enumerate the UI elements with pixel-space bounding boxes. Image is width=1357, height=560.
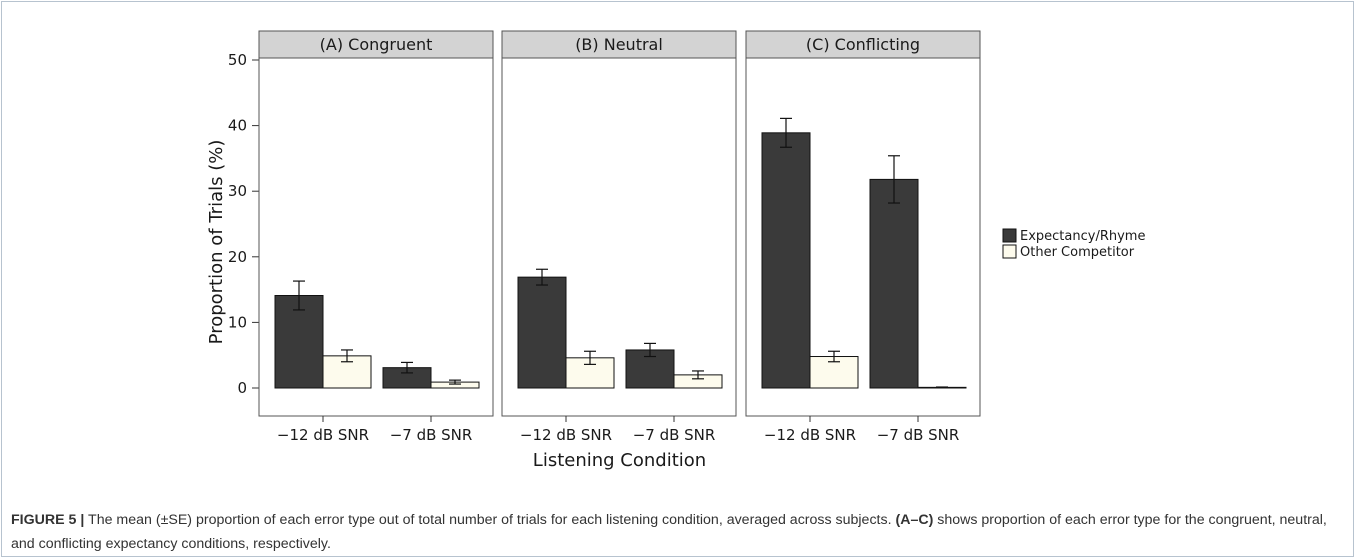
caption-panel-reference: (A–C) bbox=[895, 512, 934, 528]
caption-label: FIGURE 5 | bbox=[11, 512, 85, 528]
x-tick-label: −12 dB SNR bbox=[277, 426, 369, 444]
panel-title: (A) Congruent bbox=[320, 35, 433, 54]
x-tick-label: −7 dB SNR bbox=[633, 426, 716, 444]
panel-title: (B) Neutral bbox=[575, 35, 663, 54]
bar bbox=[869, 178, 919, 389]
x-tick-label: −7 dB SNR bbox=[390, 426, 473, 444]
legend-label: Expectancy/Rhyme bbox=[1020, 229, 1145, 244]
x-tick-label: −12 dB SNR bbox=[764, 426, 856, 444]
y-tick-label-4: 40 bbox=[228, 117, 247, 135]
x-tick-label: −12 dB SNR bbox=[520, 426, 612, 444]
y-tick-label-0: 0 bbox=[237, 379, 247, 397]
caption-text-part1: The mean (±SE) proportion of each error … bbox=[84, 512, 896, 528]
caption-text-part2: shows proportion of each error type for … bbox=[11, 512, 1327, 552]
panel-strip bbox=[745, 30, 981, 59]
panel-1: (A) Congruent −12 dB SNR −7 dB SNR bbox=[258, 30, 494, 444]
bar bbox=[517, 276, 567, 389]
legend-label: Other Competitor bbox=[1020, 245, 1135, 260]
bar-chart: 0 10 20 30 40 50 Proportion of Trials (%) (A) C… bbox=[206, 30, 1145, 471]
y-tick-label-3: 30 bbox=[228, 182, 247, 200]
legend-swatch bbox=[1002, 228, 1017, 243]
panel-2: (B) Neutral −12 dB SNR −7 dB SNR bbox=[501, 30, 737, 444]
figure-caption: FIGURE 5 | The mean (±SE) proportion of … bbox=[11, 508, 1341, 556]
legend-swatch bbox=[1002, 244, 1017, 259]
x-tick-label: −7 dB SNR bbox=[877, 426, 960, 444]
y-tick-label-5: 50 bbox=[228, 51, 247, 69]
panel-title: (C) Conflicting bbox=[806, 35, 920, 54]
y-tick-label-1: 10 bbox=[228, 313, 247, 331]
y-tick-label-2: 20 bbox=[228, 248, 247, 266]
panel-strip bbox=[258, 30, 494, 59]
y-axis-title: Proportion of Trials (%) bbox=[206, 140, 227, 345]
panel-3: (C) Conflicting −12 dB SNR −7 dB SNR bbox=[745, 30, 981, 444]
bar bbox=[761, 132, 811, 389]
x-axis-title: Listening Condition bbox=[533, 450, 706, 471]
